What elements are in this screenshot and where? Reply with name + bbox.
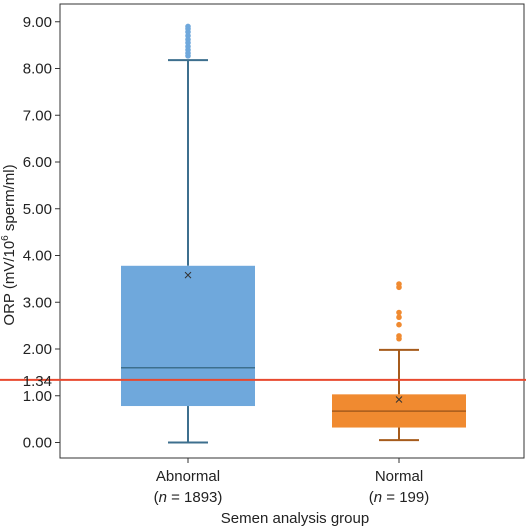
outlier-point (396, 314, 402, 321)
y-tick-label: 8.00 (23, 61, 52, 78)
count-value: = 1893) (167, 489, 222, 506)
y-tick-label: 7.00 (23, 107, 52, 124)
outlier-point (185, 23, 191, 30)
y-axis-title-superscript: 6 (0, 235, 11, 241)
count-value: = 199) (382, 489, 429, 506)
outlier-point (396, 321, 402, 328)
x-category-label: Abnormal (156, 468, 220, 485)
y-tick-label: 4.00 (23, 248, 52, 265)
count-open: ( (369, 489, 374, 506)
iqr-box (121, 265, 255, 407)
y-tick-label: 6.00 (23, 154, 52, 171)
plot-area (59, 3, 525, 459)
y-tick-label: 5.00 (23, 201, 52, 218)
y-axis-title: ORP (mV/106 sperm/ml) (0, 164, 18, 325)
y-tick-label: 9.00 (23, 14, 52, 31)
mean-marker (395, 396, 403, 403)
count-open: ( (154, 489, 159, 506)
x-axis: Abnormal(n = 1893)Normal(n = 199) (154, 458, 429, 506)
y-tick-label: 3.00 (23, 294, 52, 311)
y-tick-label: 1.00 (23, 388, 52, 405)
y-axis: 0.00 1.00 2.00 3.00 4.00 5.00 6.00 7.00 8.00 9.00 (23, 14, 60, 452)
y-axis-title-tail: sperm/ml) (1, 164, 18, 235)
box-abnormal (121, 23, 255, 444)
count-symbol: n (374, 489, 382, 506)
reference-line-label: 1.34 (23, 373, 52, 390)
box-normal (332, 281, 466, 442)
x-category-count: (n = 199) (369, 489, 429, 506)
y-tick-label: 2.00 (23, 341, 52, 358)
x-axis-title: Semen analysis group (221, 510, 369, 527)
box-series (121, 23, 466, 444)
x-category-count: (n = 1893) (154, 489, 223, 506)
outlier-point (396, 309, 402, 316)
y-tick-label: 0.00 (23, 435, 52, 452)
y-axis-title-main: ORP (mV/10 (1, 241, 18, 326)
x-category-label: Normal (375, 468, 423, 485)
reference-line-group: 1.34 (0, 373, 526, 390)
count-symbol: n (159, 489, 167, 506)
outlier-point (396, 333, 402, 339)
mean-marker (184, 271, 192, 279)
plot-frame (59, 3, 525, 459)
outlier-point (396, 281, 402, 287)
